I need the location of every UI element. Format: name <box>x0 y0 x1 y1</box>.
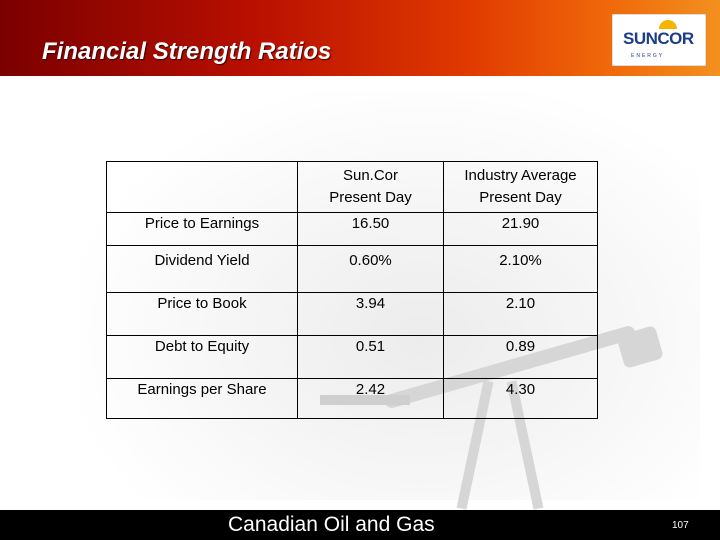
header-suncor: Sun.Cor Present Day <box>297 161 444 213</box>
row-label: Price to Earnings <box>106 212 298 246</box>
header-empty-cell <box>106 161 298 213</box>
industry-value: 21.90 <box>443 212 598 246</box>
row-label: Dividend Yield <box>106 245 298 293</box>
sun-icon <box>659 20 677 29</box>
suncor-value: 3.94 <box>297 292 444 336</box>
footer-text: Canadian Oil and Gas <box>228 513 435 536</box>
logo-text: SUNCOR <box>623 29 694 48</box>
slide-title: Financial Strength Ratios <box>42 38 332 65</box>
page-number: 107 <box>672 520 689 531</box>
industry-value: 0.89 <box>443 335 598 379</box>
header-bar <box>0 0 720 76</box>
row-label: Earnings per Share <box>106 378 298 419</box>
table-row: Price to Book 3.94 2.10 <box>106 292 598 336</box>
industry-value: 2.10 <box>443 292 598 336</box>
suncor-value: 16.50 <box>297 212 444 246</box>
table-row: Debt to Equity 0.51 0.89 <box>106 335 598 379</box>
header-industry-line1: Industry Average <box>464 167 577 184</box>
suncor-logo: SUNCOR ENERGY <box>612 14 706 66</box>
header-industry: Industry Average Present Day <box>443 161 598 213</box>
header-industry-line2: Present Day <box>479 189 562 206</box>
logo-subtext: ENERGY <box>631 53 665 59</box>
header-suncor-line1: Sun.Cor <box>342 167 399 184</box>
suncor-value: 2.42 <box>297 378 444 419</box>
suncor-value: 0.51 <box>297 335 444 379</box>
ratios-table: Sun.Cor Present Day Industry Average Pre… <box>106 161 598 419</box>
industry-value: 2.10% <box>443 245 598 293</box>
row-label: Price to Book <box>106 292 298 336</box>
industry-value: 4.30 <box>443 378 598 419</box>
suncor-value: 0.60% <box>297 245 444 293</box>
table-row: Earnings per Share 2.42 4.30 <box>106 378 598 419</box>
table-row: Price to Earnings 16.50 21.90 <box>106 212 598 246</box>
header-suncor-line2: Present Day <box>329 189 412 206</box>
footer-bar <box>0 510 720 540</box>
row-label: Debt to Equity <box>106 335 298 379</box>
table-row: Dividend Yield 0.60% 2.10% <box>106 245 598 293</box>
table-header-row: Sun.Cor Present Day Industry Average Pre… <box>106 161 598 213</box>
